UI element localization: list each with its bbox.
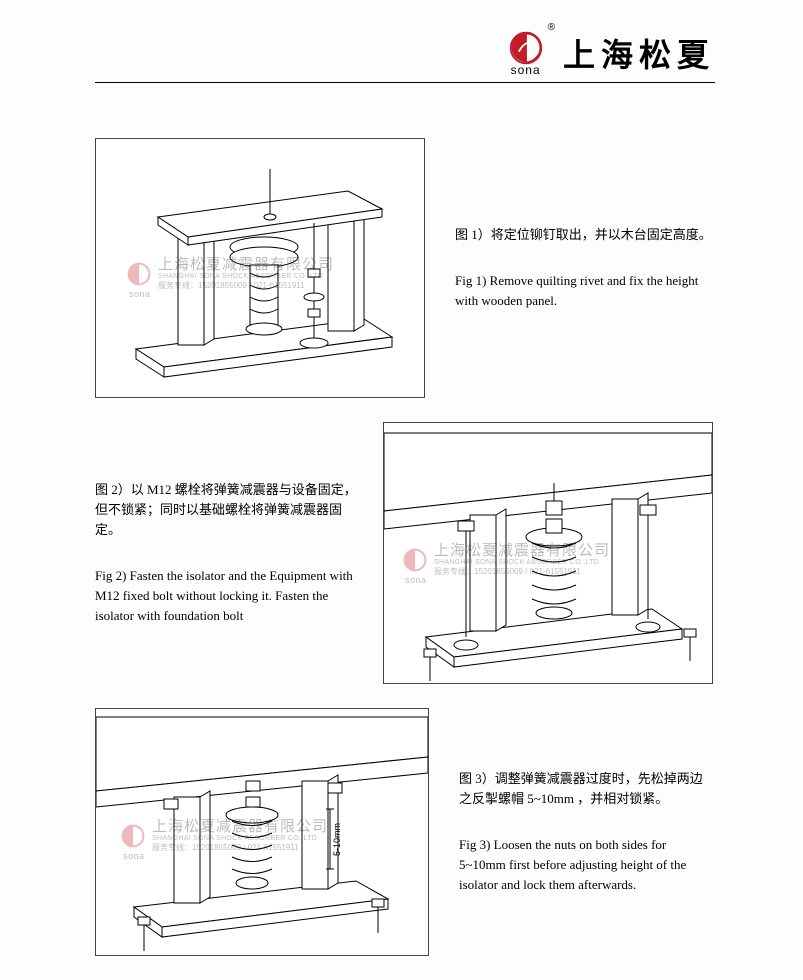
watermark-logo-icon xyxy=(120,823,146,849)
brand-name-en: sona xyxy=(511,64,541,76)
watermark-text: 上海松夏减震器有限公司 SHANGHAI SONA SHOCK ABSORBER… xyxy=(158,257,334,290)
watermark-text: 上海松夏减震器有限公司 SHANGHAI SONA SHOCK ABSORBER… xyxy=(434,543,610,576)
figure-row-1: 上海松夏减震器有限公司 SHANGHAI SONA SHOCK ABSORBER… xyxy=(95,138,715,398)
watermark-logo-icon xyxy=(126,261,152,287)
figure-1-captions: 图 1）将定位铆钉取出，并以木台固定高度。 Fig 1) Remove quil… xyxy=(455,225,715,311)
brand-name-cn: 上海松夏 xyxy=(563,30,715,76)
figure-3-dimension: 5-10mm xyxy=(332,823,342,856)
watermark-sub: sona xyxy=(123,851,145,861)
page: sona ® 上海松夏 xyxy=(95,30,715,980)
figure-1-caption-en: Fig 1) Remove quilting rivet and fix the… xyxy=(455,271,715,311)
figure-2-caption-cn: 图 2）以 M12 螺栓将弹簧减震器与设备固定，但不锁紧；同时以基础螺栓将弹簧减… xyxy=(95,480,365,540)
brand-logo-wrap: sona xyxy=(508,30,544,76)
brand-logo-icon xyxy=(508,30,544,66)
figure-3-caption-en: Fig 3) Loosen the nuts on both sides for… xyxy=(459,835,715,895)
figure-2-image: 上海松夏减震器有限公司 SHANGHAI SONA SHOCK ABSORBER… xyxy=(383,422,713,684)
document-header: sona ® 上海松夏 xyxy=(95,30,715,83)
watermark-sub: sona xyxy=(405,575,427,585)
figure-3-image: 5-10mm 上海松夏减震器有限公司 SHANGHAI SONA SHOCK A… xyxy=(95,708,429,956)
figure-row-2: 图 2）以 M12 螺栓将弹簧减震器与设备固定，但不锁紧；同时以基础螺栓将弹簧减… xyxy=(95,422,715,684)
figure-3-caption-cn: 图 3）调整弹簧减震器过度时，先松掉两边之反掣螺帽 5~10mm ，并相对锁紧。 xyxy=(459,769,715,809)
figure-1-image: 上海松夏减震器有限公司 SHANGHAI SONA SHOCK ABSORBER… xyxy=(95,138,425,398)
figure-2-caption-en: Fig 2) Fasten the isolator and the Equip… xyxy=(95,566,365,626)
watermark-logo-icon xyxy=(402,547,428,573)
figure-1-caption-cn: 图 1）将定位铆钉取出，并以木台固定高度。 xyxy=(455,225,715,245)
registered-mark: ® xyxy=(548,22,555,33)
watermark-text: 上海松夏减震器有限公司 SHANGHAI SONA SHOCK ABSORBER… xyxy=(152,819,328,852)
watermark-sub: sona xyxy=(129,289,151,299)
figure-3-captions: 图 3）调整弹簧减震器过度时，先松掉两边之反掣螺帽 5~10mm ，并相对锁紧。… xyxy=(459,769,715,896)
figure-row-3: 5-10mm 上海松夏减震器有限公司 SHANGHAI SONA SHOCK A… xyxy=(95,708,715,956)
figure-2-captions: 图 2）以 M12 螺栓将弹簧减震器与设备固定，但不锁紧；同时以基础螺栓将弹簧减… xyxy=(95,480,365,627)
